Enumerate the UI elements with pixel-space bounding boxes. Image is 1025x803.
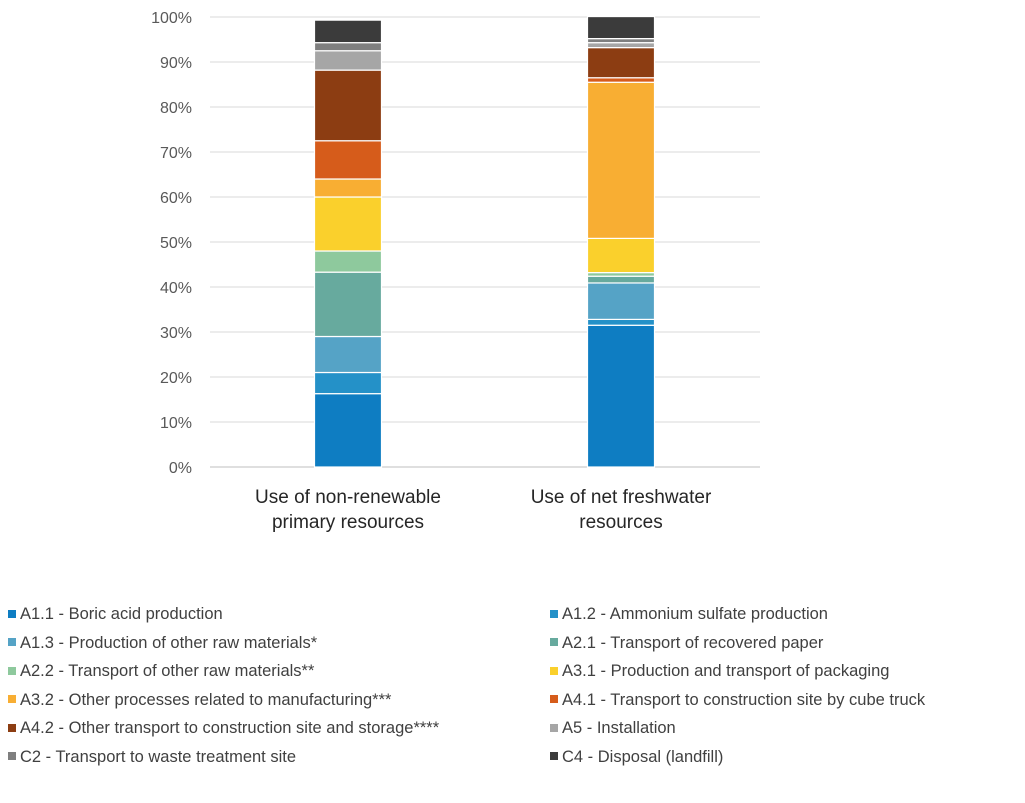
legend-label: A1.3 - Production of other raw materials…	[20, 633, 318, 652]
legend-item: A4.1 - Transport to construction site by…	[550, 691, 925, 710]
legend-item: A2.1 - Transport of recovered paper	[550, 634, 823, 653]
stacked-bar-chart: 0% 10% 20% 30% 40% 50% 60% 70% 80% 90% 100% Use of…	[151, 10, 760, 533]
gridlines	[210, 16, 760, 468]
y-tick-label: 10%	[160, 415, 192, 432]
legend-swatch	[550, 666, 558, 675]
bar-segment	[586, 46, 656, 79]
bar-segment	[313, 196, 383, 252]
legend-swatch	[550, 723, 558, 732]
legend-swatch	[550, 609, 558, 618]
bar-segment	[313, 178, 383, 198]
legend-item: C4 - Disposal (landfill)	[550, 748, 723, 767]
bar-segment	[313, 250, 383, 273]
legend-label: A2.2 - Transport of other raw materials*…	[20, 662, 315, 681]
x-axis-category-labels: Use of non-renewable primary resources Use…	[255, 487, 712, 533]
bar-segment	[586, 42, 656, 49]
legend-swatch	[8, 609, 16, 618]
y-tick-label: 30%	[160, 325, 192, 342]
legend-label: A4.2 - Other transport to construction s…	[20, 719, 440, 738]
bar-segment	[313, 69, 383, 142]
legend-item: A1.1 - Boric acid production	[8, 605, 223, 624]
y-axis-tick-labels: 0% 10% 20% 30% 40% 50% 60% 70% 80% 90% 100%	[151, 10, 192, 477]
y-tick-label: 60%	[160, 190, 192, 207]
y-tick-label: 100%	[151, 10, 192, 27]
legend-item: A4.2 - Other transport to construction s…	[8, 719, 439, 738]
bar-segment	[586, 77, 656, 83]
legend-swatch	[550, 695, 558, 704]
y-tick-label: 40%	[160, 280, 192, 297]
legend-swatch	[550, 752, 558, 761]
x-category-label: Use of net freshwater	[531, 487, 712, 508]
legend-swatch	[8, 666, 16, 675]
bar-segment	[586, 282, 656, 321]
legend-label: A4.1 - Transport to construction site by…	[562, 690, 926, 709]
bar-segment	[586, 275, 656, 284]
bar-segment	[313, 371, 383, 395]
legend-swatch	[8, 752, 16, 761]
legend-swatch	[8, 638, 16, 647]
bar-stack	[313, 19, 383, 468]
legend-label: A1.2 - Ammonium sulfate production	[562, 605, 828, 624]
legend-item: A2.2 - Transport of other raw materials*…	[8, 662, 314, 681]
y-tick-label: 20%	[160, 370, 192, 387]
legend-swatch	[8, 723, 16, 732]
bar-segment	[586, 318, 656, 326]
bar-segment	[313, 271, 383, 338]
x-category-label: resources	[579, 512, 662, 533]
legend-swatch	[550, 638, 558, 647]
bar-segment	[313, 50, 383, 71]
y-tick-label: 70%	[160, 145, 192, 162]
bar-segment	[586, 37, 656, 44]
legend-label: A2.1 - Transport of recovered paper	[562, 633, 824, 652]
legend-item: C2 - Transport to waste treatment site	[8, 748, 296, 767]
bars	[313, 15, 656, 468]
bar-segment	[313, 140, 383, 180]
x-category-label: Use of non-renewable	[255, 487, 441, 508]
bar-segment	[313, 335, 383, 374]
legend-item: A3.1 - Production and transport of packa…	[550, 662, 889, 681]
legend-label: A5 - Installation	[562, 719, 676, 738]
y-tick-label: 80%	[160, 100, 192, 117]
legend-swatch	[8, 695, 16, 704]
legend-label: C4 - Disposal (landfill)	[562, 747, 724, 766]
y-tick-label: 0%	[169, 460, 192, 477]
bar-segment	[586, 324, 656, 468]
bar-stack	[586, 15, 656, 468]
bar-segment	[586, 81, 656, 239]
legend-item: A1.2 - Ammonium sulfate production	[550, 605, 828, 624]
bar-segment	[313, 19, 383, 44]
bar-segment	[586, 15, 656, 40]
bar-segment	[313, 42, 383, 52]
y-tick-label: 90%	[160, 55, 192, 72]
y-tick-label: 50%	[160, 235, 192, 252]
legend-item: A5 - Installation	[550, 719, 676, 738]
legend-label: A1.1 - Boric acid production	[20, 605, 223, 624]
bar-segment	[586, 237, 656, 274]
x-category-label: primary resources	[272, 512, 424, 533]
bar-segment	[313, 393, 383, 468]
legend-item: A1.3 - Production of other raw materials…	[8, 634, 317, 653]
legend-label: C2 - Transport to waste treatment site	[20, 747, 297, 766]
legend-label: A3.1 - Production and transport of packa…	[562, 662, 890, 681]
legend-label: A3.2 - Other processes related to manufa…	[20, 690, 392, 709]
legend-item: A3.2 - Other processes related to manufa…	[8, 691, 391, 710]
